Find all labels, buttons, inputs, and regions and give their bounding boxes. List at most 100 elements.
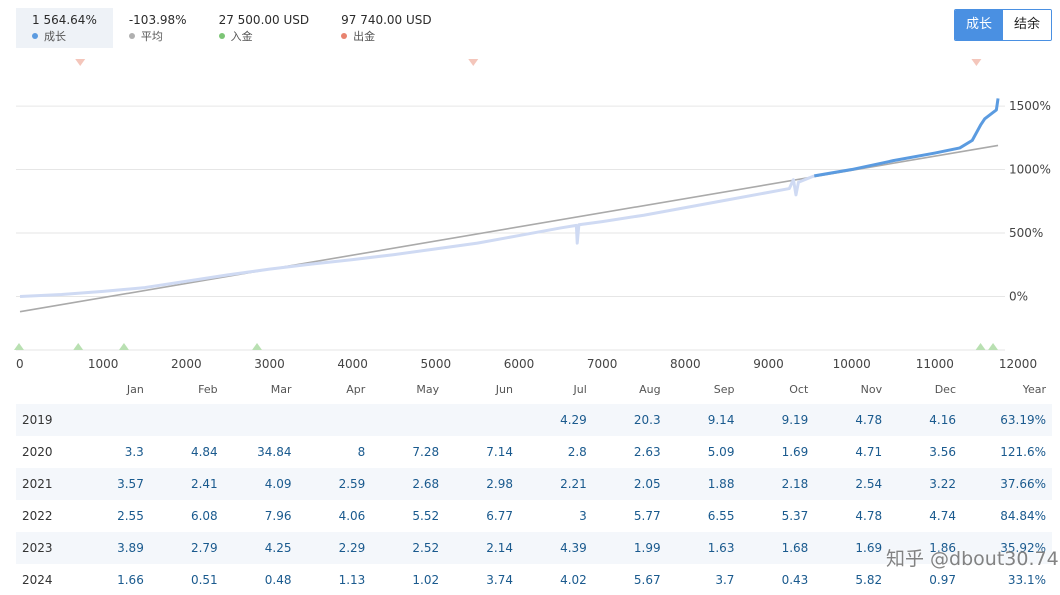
month-value: 5.09 xyxy=(707,445,735,459)
month-value: 5.37 xyxy=(781,509,809,523)
stat-withdrawal-label: 出金 xyxy=(353,30,376,43)
month-value: 4.39 xyxy=(518,532,593,564)
x-tick-label: 3000 xyxy=(254,357,285,371)
table-row: 2023 3.89 2.79 4.25 2.29 2.52 2.14 4.39 1.99 1.63… xyxy=(16,532,1052,564)
header-sep: Sep xyxy=(713,382,735,396)
growth-toggle-button[interactable]: 成长 xyxy=(955,10,1003,40)
month-value: 3.74 xyxy=(486,573,513,587)
month-value: 5.77 xyxy=(633,509,661,523)
stats-bar: 1 564.64% 成长 -103.98% 平均 27 500.00 USD 入… xyxy=(16,8,448,48)
year-label: 2019 xyxy=(16,404,76,436)
x-tick-label: 5000 xyxy=(421,357,452,371)
stat-deposit[interactable]: 27 500.00 USD 入金 xyxy=(203,8,326,48)
stat-withdrawal[interactable]: 97 740.00 USD 出金 xyxy=(325,8,448,48)
month-value: 1.88 xyxy=(666,468,741,500)
month-value: 7.14 xyxy=(486,445,513,459)
header-feb: Feb xyxy=(198,382,218,396)
header-year: Year xyxy=(1022,382,1046,396)
header-jul: Jul xyxy=(573,382,587,396)
monthly-returns-table: Jan Feb Mar Apr May Jun Jul Aug Sep Oct Nov Dec Year… xyxy=(16,374,1052,595)
month-value: 20.3 xyxy=(592,404,667,436)
header-jan: Jan xyxy=(126,382,144,396)
header-mar: Mar xyxy=(270,382,292,396)
month-value: 4.78 xyxy=(855,509,883,523)
series-growth-line xyxy=(813,98,1000,178)
x-tick-label: 7000 xyxy=(587,357,618,371)
view-toggle: 成长 结余 xyxy=(954,9,1052,41)
header-year-column xyxy=(16,374,76,404)
stat-growth-label: 成长 xyxy=(44,30,66,43)
month-value xyxy=(371,404,446,436)
month-value: 6.55 xyxy=(707,509,735,523)
table-row: 2024 1.66 0.51 0.48 1.13 1.02 3.74 4.02 5.67 3.7 0… xyxy=(16,564,1052,595)
deposit-marker xyxy=(988,343,999,350)
deposit-marker xyxy=(73,343,84,350)
month-value xyxy=(297,404,372,436)
month-value: 9.19 xyxy=(740,404,815,436)
stat-average[interactable]: -103.98% 平均 xyxy=(113,8,203,48)
month-value: 7.96 xyxy=(264,509,292,523)
month-value: 4.71 xyxy=(855,445,883,459)
year-label: 2022 xyxy=(22,509,53,523)
month-value: 1.63 xyxy=(666,532,741,564)
x-tick-label: 12000 xyxy=(999,357,1037,371)
table-row: 2022 2.55 6.08 7.96 4.06 5.52 6.77 3 5.77 6.55 5.3… xyxy=(16,500,1052,532)
series-growth-line-faded xyxy=(19,174,815,298)
x-tick-label: 11000 xyxy=(916,357,954,371)
y-tick-label: 500% xyxy=(1009,226,1043,240)
month-value: 1.13 xyxy=(338,573,366,587)
month-value: 2.54 xyxy=(814,468,889,500)
month-value: 3.89 xyxy=(76,532,150,564)
month-value: 2.63 xyxy=(633,445,661,459)
legend-dot-deposit xyxy=(218,33,225,39)
stat-deposit-value: 27 500.00 USD xyxy=(218,13,310,27)
month-value: 2.8 xyxy=(567,445,587,459)
month-value: 1.69 xyxy=(814,532,889,564)
deposit-marker xyxy=(252,343,263,350)
header-apr: Apr xyxy=(346,382,366,396)
x-tick-label: 6000 xyxy=(504,357,535,371)
y-tick-label: 1500% xyxy=(1009,99,1051,113)
month-value: 0.51 xyxy=(190,573,218,587)
month-value: 4.16 xyxy=(888,404,962,436)
month-value: 9.14 xyxy=(666,404,741,436)
x-tick-label: 1000 xyxy=(88,357,119,371)
month-value: 3.22 xyxy=(888,468,962,500)
month-value: 2.05 xyxy=(592,468,667,500)
year-total: 84.84% xyxy=(1000,509,1046,523)
deposit-marker xyxy=(118,343,129,350)
month-value: 3.3 xyxy=(124,445,144,459)
month-value: 2.98 xyxy=(445,468,519,500)
year-total: 121.6% xyxy=(1000,445,1046,459)
table-row: 2021 3.57 2.41 4.09 2.59 2.68 2.98 2.21 2.05 1.88… xyxy=(16,468,1052,500)
month-value: 2.52 xyxy=(371,532,446,564)
month-value xyxy=(445,404,519,436)
month-value: 6.08 xyxy=(190,509,218,523)
month-value: 4.74 xyxy=(929,509,956,523)
month-value: 0.43 xyxy=(781,573,809,587)
balance-toggle-button[interactable]: 结余 xyxy=(1003,10,1051,40)
month-value: 6.77 xyxy=(486,509,513,523)
month-value: 4.84 xyxy=(190,445,218,459)
stat-growth-value: 1 564.64% xyxy=(32,13,97,27)
month-value: 0.48 xyxy=(264,573,292,587)
year-label: 2024 xyxy=(22,573,53,587)
growth-chart: 0% 500% 1000% 1500% 0 1000 2000 3000 4000 5000 600… xyxy=(14,59,1051,371)
x-tick-label: 9000 xyxy=(753,357,784,371)
month-value: 5.52 xyxy=(412,509,440,523)
year-label: 2021 xyxy=(16,468,76,500)
month-value: 1.99 xyxy=(592,532,667,564)
month-value: 0.97 xyxy=(929,573,956,587)
x-tick-label: 4000 xyxy=(337,357,368,371)
year-total: 33.1% xyxy=(1007,573,1046,587)
withdrawal-marker xyxy=(468,59,479,66)
legend-dot-withdrawal xyxy=(341,33,348,39)
month-value: 4.02 xyxy=(560,573,587,587)
stat-growth[interactable]: 1 564.64% 成长 xyxy=(16,8,113,48)
header-jun: Jun xyxy=(495,382,513,396)
table-header-row: Jan Feb Mar Apr May Jun Jul Aug Sep Oct Nov Dec Year xyxy=(16,374,1052,404)
withdrawal-marker xyxy=(75,59,86,66)
month-value: 2.68 xyxy=(371,468,446,500)
legend-dot-growth xyxy=(32,33,38,39)
stat-average-label: 平均 xyxy=(140,30,163,43)
